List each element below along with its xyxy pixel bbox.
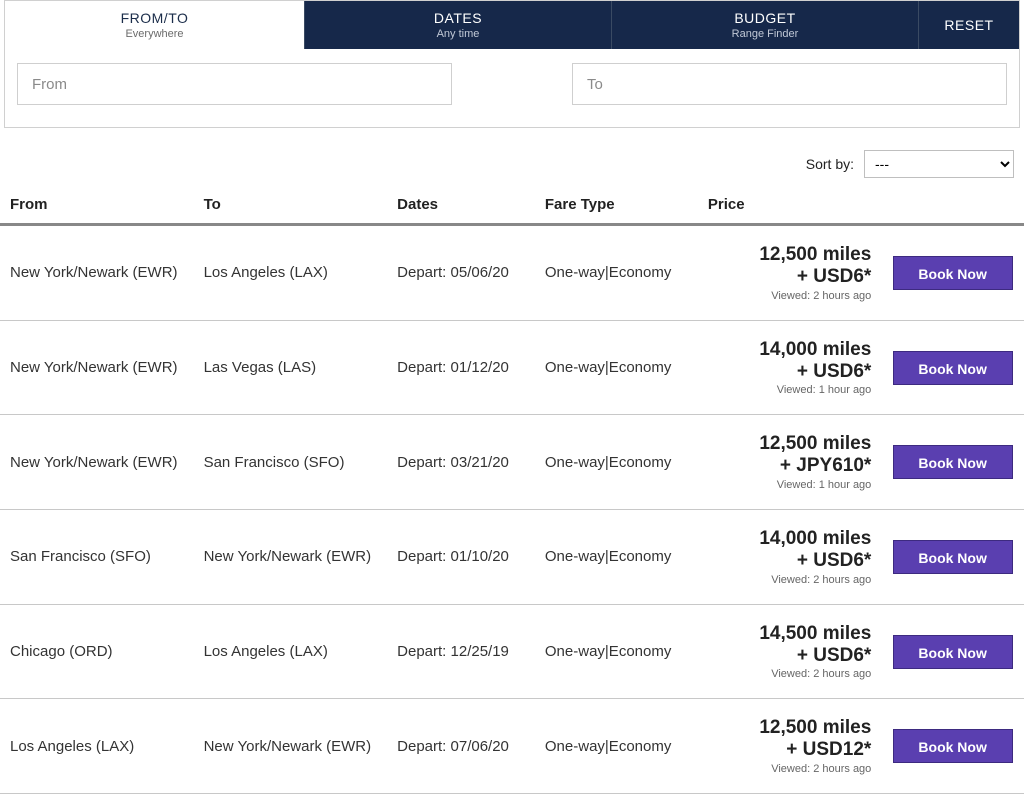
cell-price: 14,000 miles+ USD6* Viewed: 2 hours ago <box>698 510 881 605</box>
table-row: Los Angeles (LAX)New York/Newark (EWR)De… <box>0 699 1024 794</box>
book-now-button[interactable]: Book Now <box>893 540 1013 574</box>
price-fee: + USD6* <box>708 550 871 572</box>
tab-budget[interactable]: BUDGET Range Finder <box>612 1 919 49</box>
cell-price: 12,500 miles+ USD6* Viewed: 2 hours ago <box>698 225 881 321</box>
book-now-button[interactable]: Book Now <box>893 256 1013 290</box>
cell-dates: Depart: 01/10/20 <box>387 510 535 605</box>
table-row: New York/Newark (EWR)San Francisco (SFO)… <box>0 415 1024 510</box>
table-row: New York/Newark (EWR)Los Angeles (LAX)De… <box>0 225 1024 321</box>
cell-action: Book Now <box>881 320 1024 415</box>
cell-action: Book Now <box>881 510 1024 605</box>
price-miles: 12,500 miles <box>708 244 871 266</box>
book-now-button[interactable]: Book Now <box>893 729 1013 763</box>
cell-dates: Depart: 03/21/20 <box>387 415 535 510</box>
cell-dates: Depart: 01/12/20 <box>387 320 535 415</box>
cell-fare: One-way|Economy <box>535 320 698 415</box>
sort-row: Sort by: --- <box>0 144 1024 188</box>
col-header-from: From <box>0 188 194 225</box>
price-miles: 14,500 miles <box>708 623 871 645</box>
to-input[interactable] <box>572 63 1007 105</box>
tab-budget-title: BUDGET <box>734 10 795 26</box>
table-row: Chicago (ORD)Los Angeles (LAX)Depart: 12… <box>0 604 1024 699</box>
tab-dates-sub: Any time <box>437 28 480 40</box>
price-viewed: Viewed: 2 hours ago <box>708 574 871 586</box>
cell-from: New York/Newark (EWR) <box>0 320 194 415</box>
cell-action: Book Now <box>881 699 1024 794</box>
from-input[interactable] <box>17 63 452 105</box>
cell-price: 14,500 miles+ USD6*Viewed: 2 hours ago <box>698 604 881 699</box>
tab-fromto-title: FROM/TO <box>121 10 189 26</box>
cell-to: Los Angeles (LAX) <box>194 604 388 699</box>
price-miles: 12,500 miles <box>708 717 871 739</box>
price-viewed: Viewed: 2 hours ago <box>708 668 871 680</box>
price-miles: 14,000 miles <box>708 339 871 361</box>
cell-action: Book Now <box>881 604 1024 699</box>
cell-price: 12,500 miles+ JPY610* Viewed: 1 hour ago <box>698 415 881 510</box>
cell-to: San Francisco (SFO) <box>194 415 388 510</box>
results-header-row: From To Dates Fare Type Price <box>0 188 1024 225</box>
cell-to: Las Vegas (LAS) <box>194 320 388 415</box>
input-row <box>5 49 1019 127</box>
cell-to: New York/Newark (EWR) <box>194 699 388 794</box>
col-header-fare: Fare Type <box>535 188 698 225</box>
price-miles: 14,000 miles <box>708 528 871 550</box>
table-row: San Francisco (SFO)New York/Newark (EWR)… <box>0 510 1024 605</box>
price-fee: + USD12* <box>708 739 871 761</box>
book-now-button[interactable]: Book Now <box>893 351 1013 385</box>
cell-from: New York/Newark (EWR) <box>0 415 194 510</box>
cell-from: Chicago (ORD) <box>0 604 194 699</box>
book-now-button[interactable]: Book Now <box>893 445 1013 479</box>
price-fee: + JPY610* <box>708 455 871 477</box>
book-now-button[interactable]: Book Now <box>893 635 1013 669</box>
cell-fare: One-way|Economy <box>535 415 698 510</box>
sort-select[interactable]: --- <box>864 150 1014 178</box>
cell-fare: One-way|Economy <box>535 225 698 321</box>
price-viewed: Viewed: 2 hours ago <box>708 763 871 775</box>
tab-budget-sub: Range Finder <box>732 28 799 40</box>
price-fee: + USD6* <box>708 361 871 383</box>
cell-to: New York/Newark (EWR) <box>194 510 388 605</box>
cell-from: Los Angeles (LAX) <box>0 699 194 794</box>
cell-action: Book Now <box>881 225 1024 321</box>
cell-from: San Francisco (SFO) <box>0 510 194 605</box>
cell-price: 12,500 miles+ USD12* Viewed: 2 hours ago <box>698 699 881 794</box>
results-table: From To Dates Fare Type Price New York/N… <box>0 188 1024 794</box>
cell-fare: One-way|Economy <box>535 699 698 794</box>
table-row: New York/Newark (EWR)Las Vegas (LAS)Depa… <box>0 320 1024 415</box>
cell-dates: Depart: 07/06/20 <box>387 699 535 794</box>
col-header-to: To <box>194 188 388 225</box>
price-fee: + USD6* <box>708 266 871 288</box>
tab-bar: FROM/TO Everywhere DATES Any time BUDGET… <box>5 1 1019 49</box>
tab-dates-title: DATES <box>434 10 482 26</box>
price-viewed: Viewed: 2 hours ago <box>708 290 871 302</box>
price-viewed: Viewed: 1 hour ago <box>708 384 871 396</box>
tab-fromto-sub: Everywhere <box>125 28 183 40</box>
cell-to: Los Angeles (LAX) <box>194 225 388 321</box>
search-panel: FROM/TO Everywhere DATES Any time BUDGET… <box>4 0 1020 128</box>
cell-fare: One-way|Economy <box>535 604 698 699</box>
price-fee: + USD6* <box>708 645 871 667</box>
cell-price: 14,000 miles+ USD6*Viewed: 1 hour ago <box>698 320 881 415</box>
tab-reset[interactable]: RESET <box>919 1 1019 49</box>
sort-label: Sort by: <box>806 156 854 172</box>
col-header-price: Price <box>698 188 881 225</box>
price-miles: 12,500 miles <box>708 433 871 455</box>
cell-dates: Depart: 12/25/19 <box>387 604 535 699</box>
cell-dates: Depart: 05/06/20 <box>387 225 535 321</box>
cell-action: Book Now <box>881 415 1024 510</box>
tab-fromto[interactable]: FROM/TO Everywhere <box>5 1 305 49</box>
col-header-action <box>881 188 1024 225</box>
price-viewed: Viewed: 1 hour ago <box>708 479 871 491</box>
tab-dates[interactable]: DATES Any time <box>305 1 612 49</box>
tab-reset-title: RESET <box>944 17 993 33</box>
cell-fare: One-way|Economy <box>535 510 698 605</box>
cell-from: New York/Newark (EWR) <box>0 225 194 321</box>
col-header-dates: Dates <box>387 188 535 225</box>
